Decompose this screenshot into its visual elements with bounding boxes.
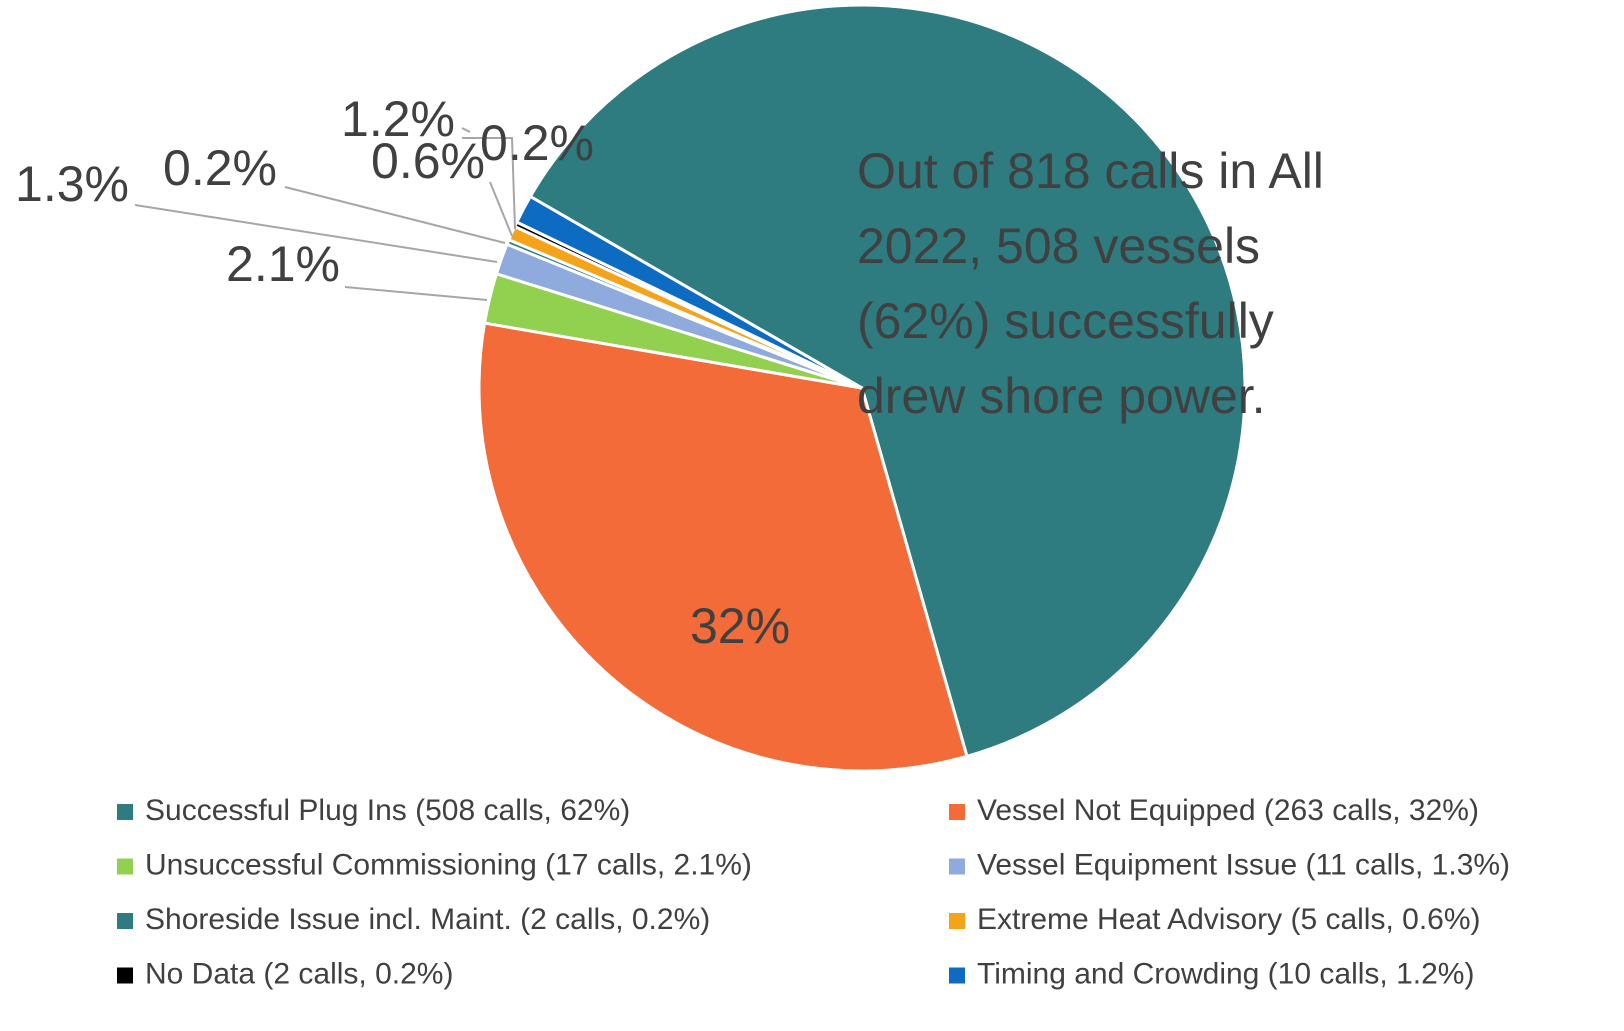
- pie-slice: [528, 3, 1247, 759]
- data-label: 0.2%: [480, 115, 594, 171]
- legend-swatch: [117, 804, 133, 820]
- legend-label: Vessel Equipment Issue (11 calls, 1.3%): [977, 848, 1510, 881]
- legend-label: Unsuccessful Commissioning (17 calls, 2.…: [145, 848, 752, 881]
- legend-swatch: [949, 804, 965, 820]
- legend-label: Vessel Not Equipped (263 calls, 32%): [977, 794, 1479, 827]
- legend-swatch: [949, 967, 965, 984]
- annotation: 2022, 508 vessels: [857, 218, 1260, 274]
- data-label: 32%: [690, 598, 790, 654]
- legend-label: Shoreside Issue incl. Maint. (2 calls, 0…: [145, 903, 710, 936]
- leader-line: [284, 186, 506, 244]
- pie-slice: [514, 194, 863, 390]
- leader-line: [134, 204, 498, 263]
- annotation: Out of 818 calls in All: [857, 143, 1324, 199]
- pie-slice: [477, 321, 969, 773]
- annotation: drew shore power.: [857, 368, 1266, 424]
- data-label: 2.1%: [226, 236, 340, 292]
- legend-swatch: [949, 858, 965, 875]
- legend-swatch: [949, 913, 965, 929]
- data-label: 1.2%: [341, 91, 455, 147]
- annotation: (62%) successfully: [857, 293, 1274, 349]
- legend-label: Timing and Crowding (10 calls, 1.2%): [977, 957, 1474, 990]
- data-label: 1.3%: [15, 156, 129, 212]
- leader-line: [344, 286, 488, 301]
- legend-label: Successful Plug Ins (508 calls, 62%): [145, 794, 630, 827]
- legend-swatch: [117, 913, 133, 929]
- legend-label: Extreme Heat Advisory (5 calls, 0.6%): [977, 903, 1481, 936]
- leader-line: [461, 127, 471, 133]
- legend-label: No Data (2 calls, 0.2%): [145, 957, 453, 990]
- legend-swatch: [117, 858, 133, 875]
- leader-line: [462, 137, 516, 230]
- data-label: 0.2%: [163, 140, 277, 196]
- leader-line: [489, 181, 513, 237]
- legend-swatch: [117, 967, 133, 984]
- data-label: 0.6%: [371, 133, 485, 189]
